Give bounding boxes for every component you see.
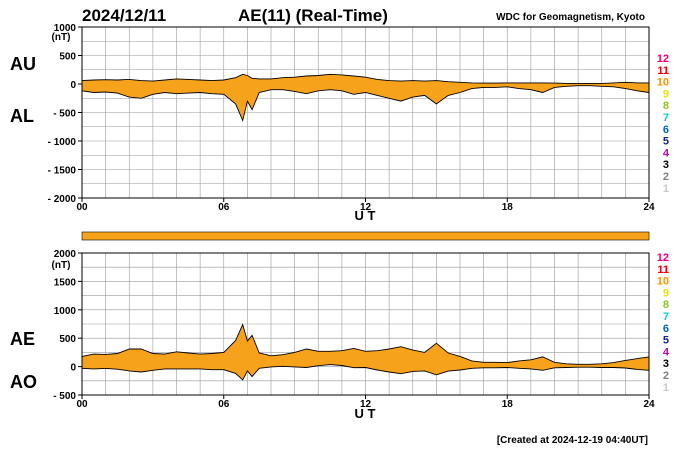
au-al-xtick-label: 00 [76,202,88,213]
series-line-au [81,73,649,84]
legend-item-3: 3 [663,159,669,171]
ao-label: AO [10,372,37,392]
au-al-xtick-label: 24 [643,202,655,213]
au-al-ytick-label: - 500 [53,109,76,120]
legend-item-6: 6 [663,323,669,335]
legend-item-6: 6 [663,124,669,136]
au-al-grid [82,27,649,198]
legend-item-10: 10 [657,276,669,288]
au-al-ytick-label: - 2000 [48,194,77,205]
series-line-ao [81,364,650,381]
ae-ao-ytick-label: 500 [59,334,76,345]
legend-item-7: 7 [663,311,669,323]
legend-item-11: 11 [657,264,669,276]
al-label: AL [10,106,34,126]
ae-ao-plot [81,323,650,381]
separator-bar [81,231,650,241]
legend-item-3: 3 [663,358,669,370]
au-al-x-label: U T [355,208,376,223]
au-label: AU [10,54,36,74]
ae-ao-ytick-label: 1000 [54,306,77,317]
au-al-xtick-label: 18 [502,202,514,213]
legend-item-5: 5 [663,335,669,347]
legend-item-12: 12 [657,53,669,65]
au-al-plot [81,73,650,122]
legend-item-1: 1 [663,183,669,195]
chart-title: AE(11) (Real-Time) [238,6,388,25]
au-al-y-axis: 1000 500 0 - 500 - 1000 - 1500 - 2000 [48,23,82,205]
ae-ao-ytick-label: 0 [70,363,76,374]
legend-item-4: 4 [663,346,670,358]
au-al-ytick-label: 1000 [54,23,77,34]
ae-ao-xtick-label: 24 [643,399,655,410]
legend-item-7: 7 [663,112,669,124]
ae-ao-ytick-label: 2000 [54,249,77,260]
ae-ao-ytick-label: 1500 [54,277,77,288]
ae-ao-grid [82,253,649,395]
ae-ao-xtick-label: 12 [360,399,372,410]
legend-item-9: 9 [663,88,669,100]
legend-item-8: 8 [663,100,669,112]
ae-label: AE [10,329,35,349]
ae-ao-unit: (nT) [52,260,71,271]
ae-ao-ytick-label: - 500 [53,391,76,402]
ae-ao-y-axis: 2000 1500 1000 500 0 - 500 [53,249,82,402]
au-al-ytick-label: - 1000 [48,137,77,148]
created-timestamp: [Created at 2024-12-19 04:40UT] [497,435,648,446]
series-line-ae [81,323,650,365]
legend-item-9: 9 [663,287,669,299]
legend-item-2: 2 [663,171,669,183]
legend-item-12: 12 [657,252,669,264]
ae-ao-xtick-label: 00 [76,399,88,410]
series-line-al [81,85,650,122]
au-al-xtick-label: 06 [218,202,230,213]
au-al-unit: (nT) [52,32,71,43]
au-al-ytick-label: - 1500 [48,166,77,177]
ae-ao-x-label: U T [355,406,376,421]
organization-label: WDC for Geomagnetism, Kyoto [496,12,645,23]
legend-item-4: 4 [663,147,670,159]
legend-item-2: 2 [663,370,669,382]
legend-item-8: 8 [663,299,669,311]
au-al-ytick-label: 0 [70,80,76,91]
legend-item-1: 1 [663,382,669,394]
au-al-fill-area [82,74,649,121]
legend-item-11: 11 [657,65,669,77]
legend-item-10: 10 [657,77,669,89]
legend-item-5: 5 [663,136,669,148]
date-label: 2024/12/11 [82,6,166,25]
ae-ao-x-axis: 00 06 12 18 24 [76,395,655,410]
au-al-x-axis: 00 06 12 18 24 [76,198,655,213]
ae-ao-xtick-label: 18 [502,399,514,410]
ae-ao-fill-area [82,324,649,380]
au-al-ytick-label: 500 [59,52,76,63]
ae-ao-xtick-label: 06 [218,399,230,410]
au-al-xtick-label: 12 [360,202,372,213]
